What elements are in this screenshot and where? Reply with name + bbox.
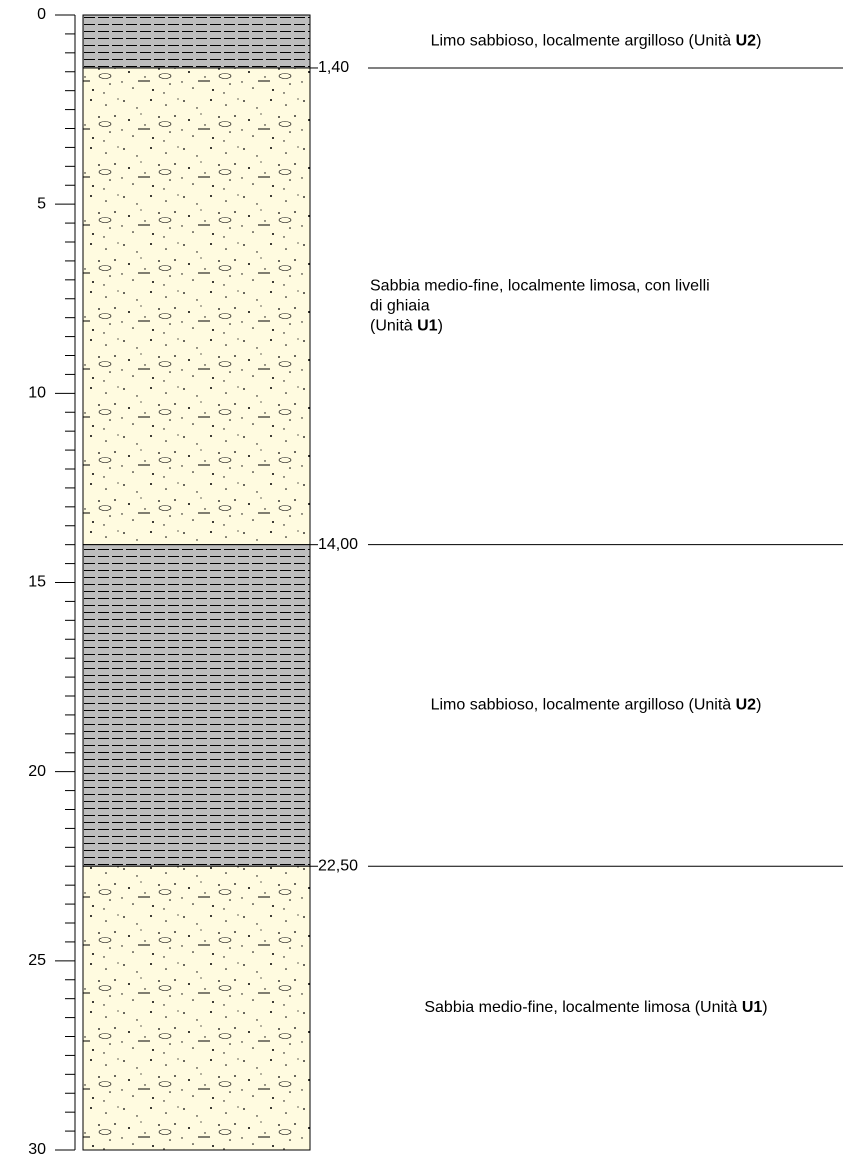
description-text: Limo sabbioso, localmente argilloso (Uni… bbox=[431, 33, 736, 50]
description-text: ) bbox=[756, 33, 761, 50]
boundary-label: 22,50 bbox=[318, 857, 358, 874]
y-tick-label: 20 bbox=[28, 763, 46, 780]
layer bbox=[83, 545, 310, 867]
y-tick-label: 0 bbox=[37, 6, 46, 23]
description-text: U1 bbox=[742, 999, 763, 1016]
y-tick-label: 10 bbox=[28, 385, 46, 402]
description-text: Sabbia medio-fine, localmente limosa, co… bbox=[370, 278, 710, 295]
y-tick-label: 15 bbox=[28, 574, 46, 591]
description-text: U1 bbox=[417, 318, 438, 335]
description-text: ) bbox=[756, 697, 761, 714]
boundary-label: 1,40 bbox=[318, 59, 349, 76]
layer bbox=[83, 866, 310, 1150]
description-text: (Unità bbox=[370, 318, 417, 335]
y-tick-label: 5 bbox=[37, 195, 46, 212]
layer bbox=[83, 15, 310, 68]
description-text: U2 bbox=[736, 33, 757, 50]
layer-description: Sabbia medio-fine, localmente limosa (Un… bbox=[424, 999, 767, 1016]
y-tick-label: 25 bbox=[28, 952, 46, 969]
description-text: Sabbia medio-fine, localmente limosa (Un… bbox=[424, 999, 741, 1016]
y-tick-label: 30 bbox=[28, 1141, 46, 1158]
layer-description: Limo sabbioso, localmente argilloso (Uni… bbox=[431, 33, 762, 50]
layer-description: Sabbia medio-fine, localmente limosa, co… bbox=[370, 278, 710, 335]
page: 0 5 10 15 20 25 30 Limo sabbioso, localmente ar… bbox=[0, 0, 843, 1158]
layer-description: Limo sabbioso, localmente argilloso (Uni… bbox=[431, 697, 762, 714]
layer bbox=[83, 68, 310, 545]
description-text: U2 bbox=[736, 697, 757, 714]
description-text: di ghiaia bbox=[370, 298, 430, 315]
description-text: ) bbox=[438, 318, 443, 335]
description-text: ) bbox=[762, 999, 767, 1016]
description-text: Limo sabbioso, localmente argilloso (Uni… bbox=[431, 697, 736, 714]
boundary-label: 14,00 bbox=[318, 536, 358, 553]
chart: 0 5 10 15 20 25 30 Limo sabbioso, localmente ar… bbox=[0, 0, 843, 1158]
